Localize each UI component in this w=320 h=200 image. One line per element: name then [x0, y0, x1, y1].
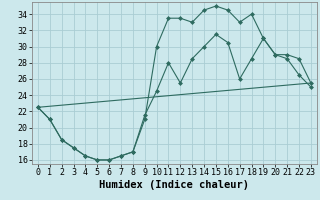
X-axis label: Humidex (Indice chaleur): Humidex (Indice chaleur) [100, 180, 249, 190]
